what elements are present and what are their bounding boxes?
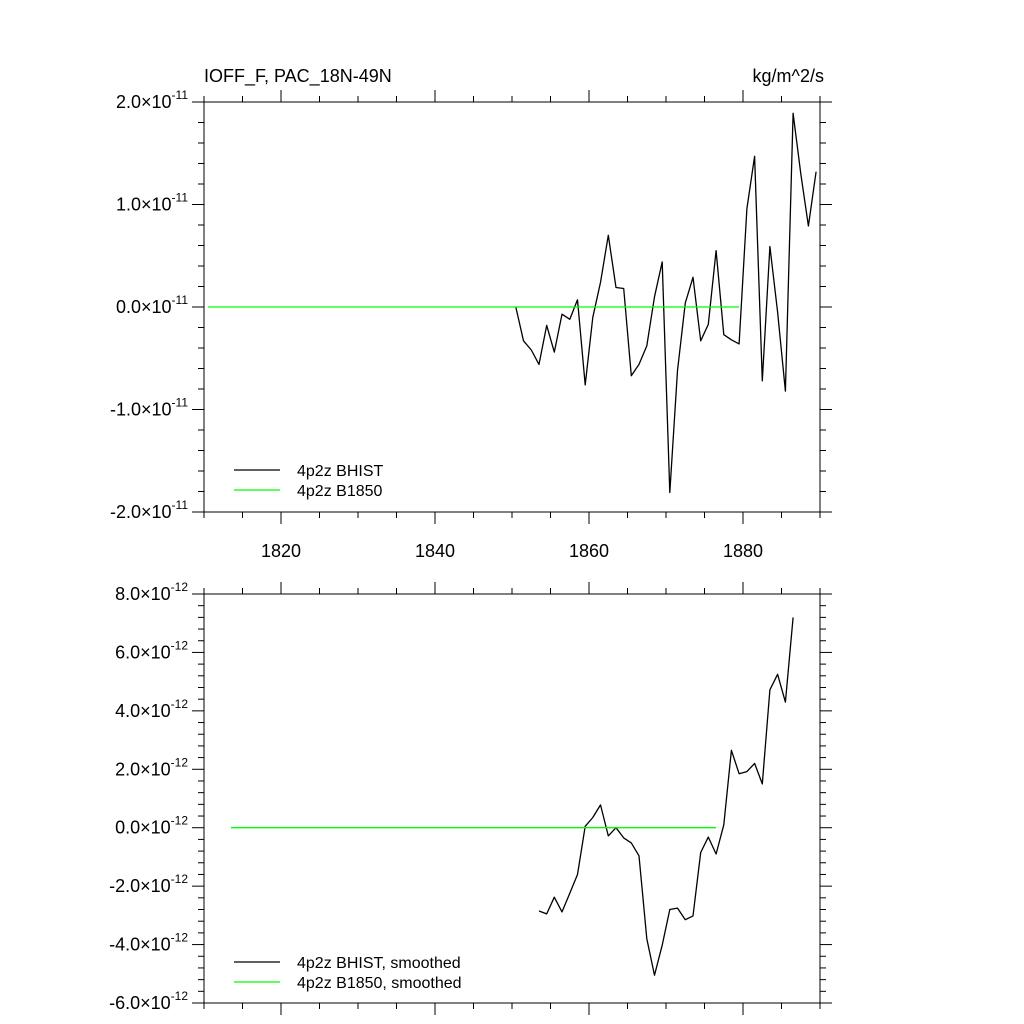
chart-title: IOFF_F, PAC_18N-49N	[204, 66, 392, 87]
y-tick-label: 2.0×10-11	[116, 88, 188, 112]
y-tick-label: 2.0×10-12	[115, 755, 188, 779]
y-tick-label: 1.0×10-11	[116, 191, 188, 215]
x-tick-label: 1860	[569, 541, 609, 561]
x-tick-label: 1840	[415, 541, 455, 561]
y-tick-label: 8.0×10-12	[115, 580, 188, 604]
y-tick-label: -6.0×10-12	[109, 989, 188, 1013]
series-line-bhist	[538, 617, 794, 976]
y-tick-label: 4.0×10-12	[115, 697, 188, 721]
legend-label: 4p2z BHIST, smoothed	[297, 955, 461, 972]
y-tick-label: -1.0×10-11	[110, 396, 188, 420]
y-tick-label: 0.0×10-12	[115, 814, 188, 838]
legend-label: 4p2z B1850	[297, 483, 383, 500]
x-tick-label: 1820	[261, 541, 301, 561]
series-line-bhist	[515, 112, 817, 494]
y-tick-label: -4.0×10-12	[109, 931, 188, 955]
chart-units: kg/m^2/s	[753, 66, 824, 86]
y-tick-label: 6.0×10-12	[115, 638, 188, 662]
top-panel: IOFF_F, PAC_18N-49N kg/m^2/s 1820 1840 186…	[110, 66, 832, 561]
legend-label: 4p2z B1850, smoothed	[297, 975, 462, 992]
x-tick-label: 1880	[723, 541, 763, 561]
y-tick-label: 0.0×10-11	[116, 293, 188, 317]
y-tick-label: -2.0×10-11	[110, 498, 188, 522]
bottom-panel: 8.0×10-12 6.0×10-12 4.0×10-12 2.0×10-12 0.0×…	[109, 580, 832, 1015]
legend-label: 4p2z BHIST	[297, 463, 383, 480]
plot-frame	[203, 593, 821, 1004]
y-tick-label: -2.0×10-12	[109, 872, 188, 896]
